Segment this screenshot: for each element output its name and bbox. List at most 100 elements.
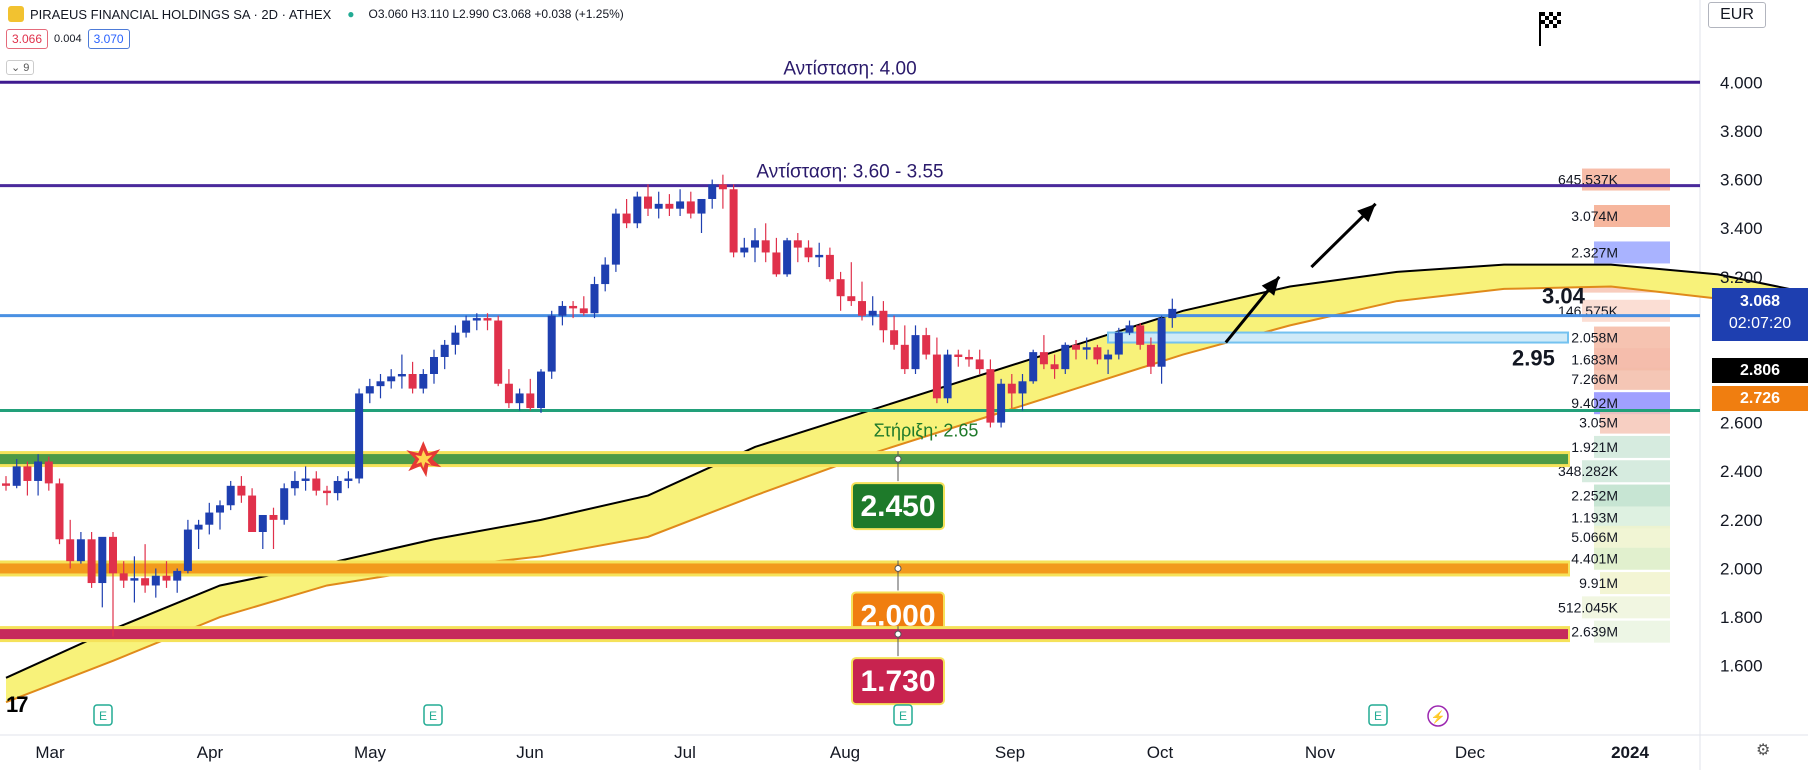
flag-square (1549, 16, 1553, 20)
lightning-icon: ⚡ (1431, 710, 1446, 724)
y-tick-label: 2.400 (1720, 462, 1763, 481)
x-tick-label: Jun (516, 743, 543, 762)
candle-down (408, 374, 417, 389)
level-band-label-box (851, 657, 945, 706)
flag-square (1557, 12, 1561, 16)
x-tick-label: Mar (35, 743, 65, 762)
y-tick-label: 3.800 (1720, 122, 1763, 141)
candle-up (397, 374, 406, 377)
candle-up (462, 320, 471, 333)
candle-up (1114, 332, 1123, 355)
level-band (0, 563, 1568, 574)
flag-square (1553, 16, 1557, 20)
volume-profile-label: 2.327M (1571, 244, 1618, 260)
support-label: Στήριξη: 2.65 (874, 420, 979, 440)
market-status-icon: ● (347, 7, 355, 21)
candle-down (269, 514, 278, 520)
volume-profile-bar (1594, 506, 1670, 529)
flag-square (1549, 20, 1553, 24)
flag-square (1557, 20, 1561, 24)
level-band-label: 1.730 (860, 665, 935, 698)
earnings-letter: E (429, 709, 437, 723)
volume-profile-bar (1582, 596, 1670, 619)
candle-up (76, 539, 85, 562)
candle-down (55, 483, 64, 540)
x-tick-label: Dec (1455, 743, 1486, 762)
earnings-event-icon (93, 704, 113, 726)
earnings-event-icon (1368, 704, 1388, 726)
candle-up (1168, 308, 1177, 319)
candle-down (1072, 344, 1080, 350)
bid-price[interactable]: 3.066 (6, 29, 49, 49)
flag-square (1545, 24, 1549, 28)
candle-up (205, 512, 214, 525)
explosion-core (415, 450, 433, 469)
volume-profile-label: 4.401M (1571, 551, 1618, 567)
candle-down (1039, 352, 1048, 365)
volume-profile-label: 645.537K (1558, 172, 1619, 188)
volume-profile-bar (1594, 205, 1670, 227)
candle-up (173, 570, 182, 581)
flag-square (1541, 24, 1545, 28)
volume-profile-label: 3.05M (1579, 415, 1618, 431)
candle-up (654, 203, 663, 209)
candle-up (376, 381, 385, 387)
flag-square (1549, 24, 1553, 28)
volume-profile-label: 9.402M (1571, 395, 1618, 411)
candle-up (194, 524, 203, 530)
x-tick-label: 2024 (1611, 743, 1649, 762)
last-price-value: 3.068 (1739, 293, 1781, 310)
x-tick-label: Sep (995, 743, 1025, 762)
volume-profile-label: 7.266M (1571, 371, 1618, 387)
candle-up (1157, 318, 1166, 367)
volume-profile-bar (1594, 525, 1670, 548)
candle-down (986, 369, 995, 423)
earnings-letter: E (99, 709, 107, 723)
candle-up (1018, 381, 1027, 394)
candle-up (430, 356, 438, 374)
symbol-title[interactable]: PIRAEUS FINANCIAL HOLDINGS SA · 2D · ATH… (30, 6, 332, 22)
indicators-toggle[interactable]: ⌄ 9 (6, 60, 35, 75)
volume-profile-label: 9.91M (1579, 575, 1618, 591)
candle-up (355, 393, 364, 479)
y-tick-label: 1.600 (1720, 657, 1763, 676)
currency-selector[interactable]: EUR (1708, 2, 1766, 28)
level-band-label-box (851, 482, 945, 531)
flag-square (1541, 16, 1545, 20)
earnings-event-icon (423, 704, 443, 726)
candle-down (23, 466, 32, 481)
gear-icon[interactable]: ⚙ (1756, 742, 1771, 759)
candle-down (312, 478, 321, 491)
candle-up (472, 318, 481, 321)
volume-profile-bar (1594, 367, 1670, 390)
resistance-label: Αντίσταση: 4.00 (783, 58, 916, 79)
last-price-tag: 3.068 02:07:20 (1712, 288, 1808, 341)
candle-down (772, 252, 781, 275)
volume-profile-label: 2.639M (1571, 624, 1618, 640)
candle-down (665, 203, 674, 209)
level-band-anchor-dot (894, 564, 902, 572)
candle-up (451, 332, 460, 345)
candle-up (333, 480, 342, 494)
ask-price[interactable]: 3.070 (87, 29, 130, 49)
candle-up (1029, 352, 1038, 382)
volume-profile-bar (1594, 620, 1670, 643)
volume-profile-label: 2.252M (1571, 488, 1618, 504)
candle-up (633, 196, 642, 224)
volume-profile-bar (1594, 326, 1670, 349)
volume-profile-bar (1600, 572, 1670, 595)
spread-value: 0.004 (54, 33, 82, 45)
earnings-letter: E (899, 709, 907, 723)
volume-profile-bar (1600, 411, 1670, 434)
candle-down (483, 318, 492, 321)
candle-down (686, 201, 695, 214)
level-band-label: 2.450 (860, 490, 935, 523)
candle-up (34, 461, 43, 481)
candle-up (911, 335, 920, 370)
ma-orange-tag: 2.726 (1712, 386, 1808, 411)
x-tick-label: May (354, 743, 387, 762)
candle-up (943, 354, 952, 399)
y-tick-label: 3.600 (1720, 171, 1763, 190)
candle-down (836, 279, 845, 297)
